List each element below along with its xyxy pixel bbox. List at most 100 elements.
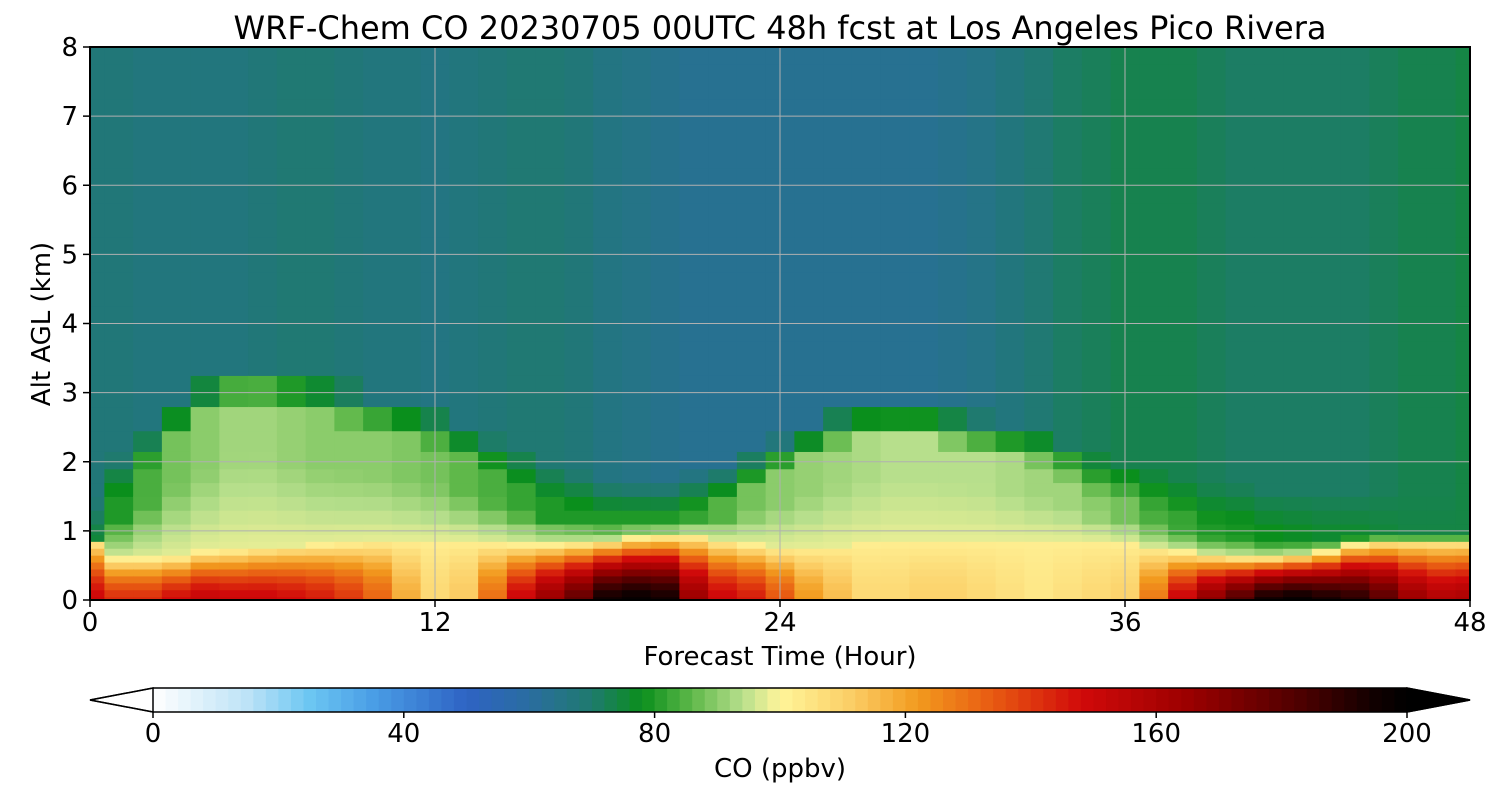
heatmap-cell <box>1455 589 1470 598</box>
heatmap-cell <box>104 561 134 570</box>
heatmap-cell <box>679 561 709 570</box>
heatmap-cell <box>1369 541 1399 549</box>
heatmap-cell <box>794 430 824 452</box>
colorbar-segment <box>591 688 605 712</box>
heatmap-cell <box>506 523 537 535</box>
heatmap-cell <box>1311 482 1342 497</box>
heatmap-cell <box>966 596 997 600</box>
heatmap-cell <box>1081 133 1112 169</box>
heatmap-cell <box>535 548 565 556</box>
colorbar-segment <box>1231 688 1245 712</box>
heatmap-cell <box>133 133 163 169</box>
heatmap-cell <box>1254 555 1284 563</box>
heatmap-cell <box>851 496 882 511</box>
heatmap-cell <box>851 555 882 563</box>
heatmap-cell <box>305 64 335 100</box>
heatmap-cell <box>1311 468 1342 484</box>
heatmap-cell <box>823 271 853 307</box>
colorbar-segment <box>153 688 167 712</box>
heatmap-cell <box>276 582 307 591</box>
colorbar-segment <box>780 688 794 712</box>
heatmap-cell <box>219 430 249 452</box>
colorbar-segment <box>1131 688 1145 712</box>
heatmap-cell <box>478 430 508 452</box>
heatmap-cell <box>363 596 393 600</box>
colorbar-segment <box>1369 688 1383 712</box>
heatmap-cell <box>1398 561 1428 570</box>
heatmap-cell <box>909 582 939 591</box>
heatmap-cell <box>104 47 134 65</box>
heatmap-cell <box>679 202 709 238</box>
colorbar-segment <box>855 688 869 712</box>
heatmap-cell <box>1283 202 1313 238</box>
heatmap-cell <box>506 482 537 497</box>
heatmap-cell <box>880 271 910 307</box>
heatmap-cell <box>1311 133 1342 169</box>
heatmap-cell <box>334 133 364 169</box>
colorbar-segment <box>504 688 518 712</box>
heatmap-cell <box>1311 555 1342 563</box>
colorbar-segment <box>328 688 342 712</box>
heatmap-cell <box>1455 430 1470 452</box>
heatmap-cell <box>133 451 163 470</box>
heatmap-cell <box>564 582 594 591</box>
heatmap-cell <box>679 496 709 511</box>
heatmap-cell <box>1053 430 1083 452</box>
heatmap-cell <box>794 582 824 591</box>
heatmap-cell <box>1311 451 1342 470</box>
heatmap-cell <box>1398 340 1428 376</box>
heatmap-cell <box>363 582 393 591</box>
heatmap-cell <box>1340 133 1370 169</box>
heatmap-cell <box>1196 561 1227 570</box>
heatmap-cell <box>1311 596 1342 600</box>
heatmap-cell <box>276 575 307 584</box>
heatmap-cell <box>1053 589 1083 598</box>
heatmap-cell <box>1426 375 1457 408</box>
heatmap-cell <box>1196 582 1227 591</box>
heatmap-cell <box>506 430 537 452</box>
heatmap-cell <box>909 496 939 511</box>
y-axis: 0 1 2 3 4 5 6 7 8 <box>61 33 90 616</box>
colorbar-segment <box>1168 688 1182 712</box>
heatmap-cell <box>621 589 652 598</box>
heatmap-cell <box>90 482 105 497</box>
heatmap-cell <box>104 548 134 556</box>
colorbar-segment <box>466 688 480 712</box>
heatmap-cell <box>593 468 623 484</box>
heatmap-cell <box>363 133 393 169</box>
heatmap-cell <box>1053 523 1083 535</box>
colorbar-segment <box>968 688 982 712</box>
heatmap-cell <box>708 496 738 511</box>
heatmap-cell <box>1311 47 1342 65</box>
heatmap-cell <box>1081 541 1112 549</box>
heatmap-cell <box>161 510 192 525</box>
heatmap-cell <box>880 406 910 432</box>
heatmap-cell <box>564 496 594 511</box>
heatmap-cell <box>564 575 594 584</box>
heatmap-cell <box>1168 271 1198 307</box>
heatmap-cell <box>535 555 565 563</box>
heatmap-cell <box>248 340 278 376</box>
heatmap-cell <box>995 202 1025 238</box>
heatmap-cell <box>621 596 652 600</box>
heatmap-cell <box>679 468 709 484</box>
heatmap-cell <box>708 510 738 525</box>
heatmap-cell <box>133 202 163 238</box>
heatmap-cell <box>391 541 422 549</box>
heatmap-cell <box>909 375 939 408</box>
heatmap-cell <box>1139 468 1169 484</box>
heatmap-cell <box>391 575 422 584</box>
heatmap-cell <box>391 271 422 307</box>
heatmap-cell <box>1455 523 1470 535</box>
heatmap-cell <box>736 133 767 169</box>
heatmap-cell <box>1168 340 1198 376</box>
heatmap-cell <box>621 555 652 563</box>
heatmap-cell <box>1369 582 1399 591</box>
heatmap-cell <box>248 430 278 452</box>
heatmap-cell <box>995 375 1025 408</box>
colorbar-segment <box>1080 688 1094 712</box>
heatmap-cell <box>1340 64 1370 100</box>
heatmap-cell <box>708 47 738 65</box>
heatmap-cell <box>535 582 565 591</box>
heatmap-cell <box>909 523 939 535</box>
